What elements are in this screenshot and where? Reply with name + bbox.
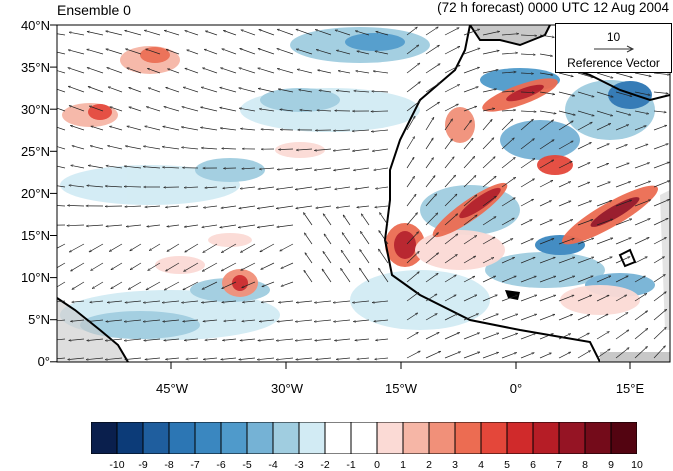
colorbar-label: 9: [608, 459, 614, 471]
colorbar: [91, 422, 637, 454]
colorbar-swatch: [454, 422, 482, 454]
reference-vector-magnitude: 10: [606, 30, 621, 44]
colorbar-swatch: [610, 422, 637, 454]
lat-label-15n: 15°N: [20, 228, 50, 243]
colorbar-label: 7: [556, 459, 562, 471]
colorbar-label: 0: [374, 459, 380, 471]
reference-vector-box: 10 Reference Vector: [555, 23, 672, 73]
colorbar-swatch: [116, 422, 144, 454]
colorbar-swatch: [584, 422, 612, 454]
reference-arrow-icon: [594, 45, 635, 53]
lon-label-15e: 15°E: [615, 381, 645, 396]
colorbar-label: 1: [400, 459, 406, 471]
lat-label-25n: 25°N: [20, 144, 50, 159]
colorbar-label: 8: [582, 459, 588, 471]
colorbar-swatch: [220, 422, 248, 454]
colorbar-swatch: [91, 422, 118, 454]
colorbar-label: 10: [631, 459, 643, 471]
colorbar-label: 5: [504, 459, 510, 471]
colorbar-swatch: [480, 422, 508, 454]
plot-title-left: Ensemble 0: [57, 2, 131, 18]
colorbar-label: 3: [452, 459, 458, 471]
colorbar-label: -3: [294, 459, 304, 471]
lat-label-30n: 30°N: [20, 102, 50, 117]
colorbar-label: -10: [109, 459, 125, 471]
lon-label-0: 0°: [509, 381, 523, 396]
land-masses: [57, 25, 670, 362]
lat-label-5n: 5°N: [28, 312, 50, 327]
lat-label-40n: 40°N: [20, 18, 50, 33]
colorbar-label: -8: [164, 459, 174, 471]
colorbar-swatch: [272, 422, 300, 454]
colorbar-swatch: [168, 422, 196, 454]
colorbar-swatch: [532, 422, 560, 454]
colorbar-label: -2: [320, 459, 330, 471]
colorbar-swatch: [558, 422, 586, 454]
lon-label-30w: 30°W: [271, 381, 303, 396]
lon-label-45w: 45°W: [156, 381, 188, 396]
colorbar-label: -5: [242, 459, 252, 471]
colorbar-label: -9: [138, 459, 148, 471]
colorbar-swatch: [194, 422, 222, 454]
colorbar-swatch: [376, 422, 404, 454]
lat-label-10n: 10°N: [20, 270, 50, 285]
colorbar-swatch: [402, 422, 430, 454]
colorbar-label: -4: [268, 459, 278, 471]
colorbar-swatch: [506, 422, 534, 454]
colorbar-swatch: [428, 422, 456, 454]
lat-label-35n: 35°N: [20, 60, 50, 75]
colorbar-swatch: [298, 422, 326, 454]
colorbar-label: 6: [530, 459, 536, 471]
lat-label-20n: 20°N: [20, 186, 50, 201]
colorbar-label: -1: [346, 459, 356, 471]
lat-label-0: 0°: [37, 354, 50, 369]
colorbar-swatch: [142, 422, 170, 454]
colorbar-label: 4: [478, 459, 484, 471]
colorbar-label: -6: [216, 459, 226, 471]
axis-ticks: [50, 24, 631, 369]
reference-vector-label: Reference Vector: [567, 56, 660, 70]
plot-title-right: (72 h forecast) 0000 UTC 12 Aug 2004: [437, 0, 669, 15]
positive-anomaly-field: [62, 46, 659, 315]
colorbar-swatch: [324, 422, 352, 454]
colorbar-swatch: [350, 422, 378, 454]
colorbar-label: -7: [190, 459, 200, 471]
colorbar-label: 2: [426, 459, 432, 471]
colorbar-swatch: [246, 422, 274, 454]
lon-label-15w: 15°W: [385, 381, 417, 396]
